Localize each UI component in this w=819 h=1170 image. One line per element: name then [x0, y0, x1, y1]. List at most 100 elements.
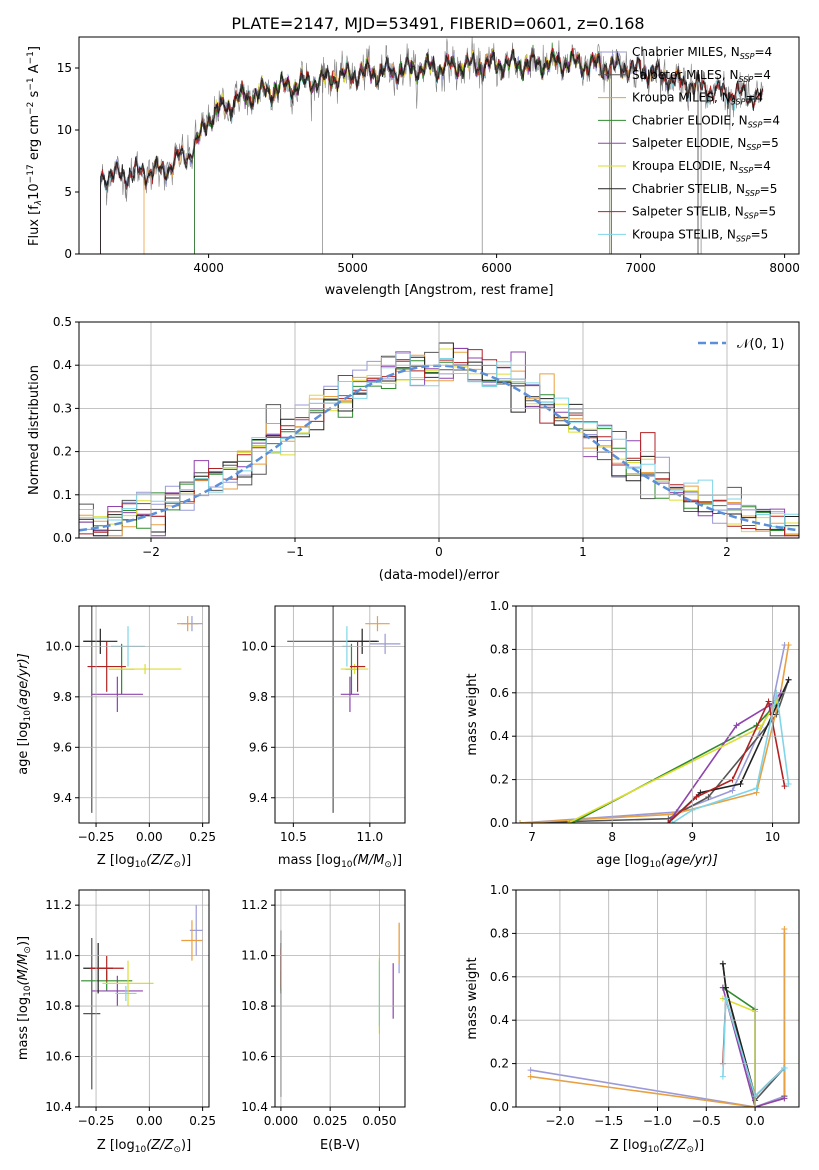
label-part: A [27, 64, 42, 77]
mass-weight-marker [781, 783, 788, 790]
legend-entry: Chabrier STELIB, NSSP=5 [632, 182, 777, 198]
error-bar-point [346, 628, 378, 654]
error-bar-point [181, 920, 203, 961]
mass-weight-marker [737, 780, 744, 787]
model-spectrum [194, 46, 612, 254]
y-tick-label: 0.4 [490, 1013, 509, 1027]
x-tick-label: −1 [286, 545, 304, 559]
mass-weight-marker [757, 724, 764, 731]
y-axis-label: age [log10(age/yr)] [16, 653, 33, 775]
y-tick-label: 5 [64, 185, 72, 199]
legend-count: =5 [761, 136, 779, 150]
y-tick-label: 10.4 [241, 1100, 268, 1114]
error-bar-point [365, 616, 390, 632]
y-axis-label: mass weight [465, 673, 480, 755]
y-tick-label: 9.6 [249, 740, 268, 754]
y-tick-label: 1.0 [490, 883, 509, 897]
label-part: (Z/Z [146, 853, 174, 868]
y-tick-label: 10.6 [45, 1050, 72, 1064]
label-part: )] [392, 853, 402, 868]
label-part: −17 [26, 164, 36, 183]
x-tick-label: 0.00 [136, 830, 163, 844]
x-axis-label: Z [log10(Z/Z⊙)] [97, 1138, 191, 1155]
label-part: age [log [596, 853, 649, 868]
x-tick-label: 0.025 [313, 1114, 347, 1128]
y-tick-label: 0.6 [490, 970, 509, 984]
error-bar-point [349, 641, 366, 692]
label-part: mass [log [278, 853, 341, 868]
error-bar-point [91, 676, 143, 712]
x-tick-label: 0.00 [136, 1114, 163, 1128]
mass-weight-marker [527, 1073, 534, 1080]
error-bar-point [89, 955, 124, 981]
x-axis-label: mass [log10(M/M⊙)] [278, 853, 402, 870]
y-tick-label: 0.0 [53, 531, 72, 545]
label-part: 10 [23, 985, 33, 997]
x-axis-label: age [log10(age/yr)] [596, 853, 718, 870]
label-part: )] [694, 1138, 704, 1153]
y-tick-label: 0.0 [490, 816, 509, 830]
label-part: (M/M [16, 954, 31, 986]
label-part: 10 [135, 1145, 147, 1155]
x-tick-label: 8 [608, 830, 616, 844]
legend-name: Salpeter MILES, N [632, 68, 739, 82]
label-part: Z [log [610, 1138, 648, 1153]
label-part: ] [27, 46, 42, 51]
mass-weight-vs-age-panel: 7 8 9 10 0.0 0.2 0.4 0.6 0.8 1.0 mass weight age [l… [465, 599, 800, 870]
age-vs-mass-panel: 10.5 11.0 9.4 9.6 9.8 10.0 mass [log10(M/M⊙)] [241, 605, 406, 870]
x-tick-label: −0.5 [692, 1114, 721, 1128]
legend-entry: Salpeter STELIB, NSSP=5 [632, 205, 776, 221]
x-tick-label: 0.050 [362, 1114, 396, 1128]
legend-count: =4 [754, 45, 772, 59]
y-tick-label: 0.3 [53, 401, 72, 415]
y-tick-label: 9.8 [53, 690, 72, 704]
y-tick-label: 11.2 [241, 898, 268, 912]
y-tick-label: 10 [57, 123, 72, 137]
y-tick-label: 1.0 [490, 599, 509, 613]
legend-name: Kroupa MILES, N [632, 91, 731, 105]
error-bar-point [115, 985, 137, 1002]
y-tick-label: 10.0 [241, 639, 268, 653]
y-axis-label: Normed distribution [27, 365, 42, 495]
x-tick-label: 1 [579, 545, 587, 559]
y-tick-label: 0.2 [53, 445, 72, 459]
model-spectrum [100, 50, 699, 254]
legend-sub: SSP [748, 120, 763, 129]
label-part: age [log [16, 722, 31, 775]
figure-title: PLATE=2147, MJD=53491, FIBERID=0601, z=0… [231, 14, 644, 33]
legend-sub: SSP [740, 52, 755, 61]
label-part: ⊙ [173, 860, 181, 870]
x-axis-label: wavelength [Angstrom, rest frame] [325, 283, 554, 298]
y-axis-label: mass [log10(M/M⊙)] [16, 936, 33, 1060]
x-tick-label: 9 [689, 830, 697, 844]
label-part: −1 [26, 51, 36, 64]
error-bar-point [87, 641, 126, 692]
y-tick-label: 0.2 [490, 1057, 509, 1071]
plot-area [100, 37, 764, 254]
x-tick-label: −0.25 [78, 830, 115, 844]
mass-weight-marker [722, 984, 729, 991]
legend-sub: SSP [744, 212, 759, 221]
x-tick-label: 5000 [337, 261, 368, 275]
label-part: (age/yr)] [16, 653, 31, 710]
legend-count: =5 [760, 182, 778, 196]
error-bar-point [177, 616, 199, 632]
x-tick-label: 0.25 [189, 830, 216, 844]
mass-weight-marker [722, 995, 729, 1002]
legend-count: =4 [762, 113, 780, 127]
mass-weight-marker [693, 793, 700, 800]
y-tick-label: 11.0 [45, 949, 72, 963]
model-spectrum [143, 47, 699, 254]
mass-weight-marker [785, 676, 792, 683]
legend-entry: Kroupa MILES, NSSP=4 [632, 91, 763, 107]
mass-weight-marker [765, 698, 772, 705]
x-tick-label: 4000 [193, 261, 224, 275]
spectrum-panel: 4000 5000 6000 7000 8000 0 5 10 15 wavelength [An… [26, 36, 800, 298]
y-tick-label: 0.0 [490, 1100, 509, 1114]
x-tick-label: −2.0 [545, 1114, 574, 1128]
label-part: (Z/Z [659, 1138, 687, 1153]
axes-frame [78, 605, 210, 824]
label-part: 10 [649, 860, 661, 870]
legend-sub: SSP [739, 75, 754, 84]
